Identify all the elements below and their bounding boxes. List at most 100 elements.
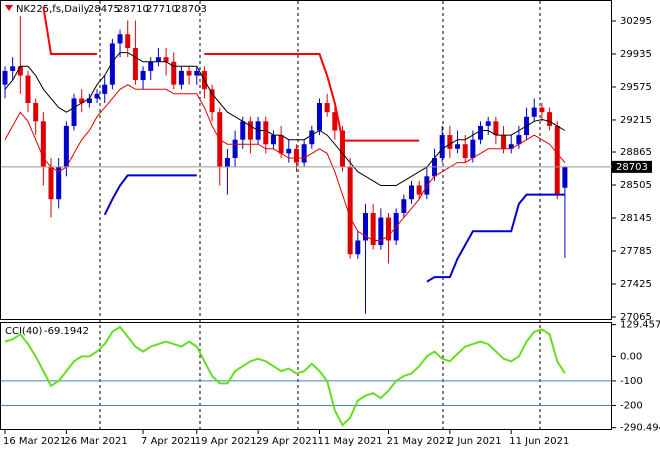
candle-body (462, 144, 468, 158)
x-tick-label: 21 May 2021 (387, 436, 452, 447)
y-tick-label: 27065 (620, 312, 652, 323)
candle-body (163, 57, 169, 62)
indicator-line (4, 52, 566, 186)
sub-frame (0, 322, 612, 430)
indicator-line (4, 84, 566, 241)
indicator-title: CCI(40) (5, 326, 43, 337)
y-tick-label: -290.494 (620, 423, 660, 434)
candle-body (247, 121, 253, 140)
candle-body (10, 66, 16, 71)
x-tick-label: 29 Apr 2021 (256, 436, 318, 447)
candle-body (79, 98, 85, 103)
x-tick-label: 11 Jun 2021 (509, 436, 569, 447)
candle-body (470, 139, 476, 158)
candle-body (362, 212, 368, 241)
last-low: 27710 (146, 4, 178, 15)
candle-body (186, 70, 192, 76)
candle-body (554, 125, 560, 195)
last-close: 28703 (175, 4, 207, 15)
candle-body (224, 157, 230, 168)
candle-body (194, 70, 200, 76)
candle-body (332, 112, 338, 131)
y-tick-label: 129.4571 (620, 320, 660, 331)
candle-body (140, 70, 146, 81)
candle-body (125, 34, 131, 49)
y-tick-label: 28505 (620, 180, 652, 191)
y-tick-label: -200 (620, 400, 643, 411)
x-tick-label: 2 Jun 2021 (448, 436, 502, 447)
candle-body (94, 93, 100, 99)
candle-body (339, 130, 345, 168)
candle-body (17, 66, 23, 76)
symbol-marker (5, 5, 13, 11)
candle-body (309, 130, 315, 145)
y-tick-label: 27425 (620, 279, 652, 290)
indicator-value: -69.1942 (44, 326, 89, 337)
candle-body (171, 61, 177, 85)
candle-body (293, 148, 299, 163)
candle-body (409, 185, 415, 200)
current-price-box (612, 160, 652, 173)
candle-body (286, 148, 292, 154)
candle-body (493, 121, 499, 136)
candle-body (439, 135, 445, 158)
indicator-line (103, 174, 565, 283)
candle-body (71, 98, 77, 126)
candle-body (401, 199, 407, 213)
x-tick-label: 11 May 2021 (317, 436, 382, 447)
candle-body (516, 135, 522, 145)
candle-body (155, 57, 161, 62)
y-tick-label: 30295 (620, 16, 652, 27)
candle-body (33, 102, 39, 122)
candle-body (447, 135, 453, 149)
candle-body (316, 102, 322, 131)
y-tick-label: 29215 (620, 115, 652, 126)
candle-body (539, 107, 545, 113)
candle-body (132, 48, 138, 81)
current-price-label: 28703 (616, 162, 648, 173)
candle-body (263, 121, 269, 145)
x-tick-label: 7 Apr 2021 (141, 436, 196, 447)
candle-body (178, 70, 184, 85)
y-tick-label: 27785 (620, 246, 652, 257)
candle-body (209, 89, 215, 113)
candle-body (278, 135, 284, 154)
y-tick-label: 29575 (620, 82, 652, 93)
candle-body (117, 34, 123, 44)
candle-body (485, 121, 491, 126)
candle-body (102, 84, 108, 94)
candle-body (547, 112, 553, 126)
candle-body (2, 70, 8, 85)
candle-body (501, 135, 507, 149)
candle-body (562, 166, 568, 188)
last-open: 28475 (88, 4, 120, 15)
candle-body (270, 135, 276, 145)
candle-body (455, 144, 461, 149)
y-tick-label: -100 (620, 376, 643, 387)
candle-body (40, 121, 46, 168)
y-tick-label: 28865 (620, 147, 652, 158)
symbol-title: NK225,fs,Daily (16, 4, 90, 15)
candle-body (324, 102, 330, 113)
candle-body (378, 217, 384, 246)
candle-body (56, 167, 62, 200)
candle-body (25, 75, 31, 103)
candle-body (301, 144, 307, 163)
last-high: 28710 (117, 4, 149, 15)
candle-body (148, 61, 154, 71)
y-tick-label: 0.00 (620, 351, 642, 362)
candle-body (531, 107, 537, 117)
x-tick-label: 19 Apr 2021 (195, 436, 257, 447)
candle-body (240, 121, 246, 140)
candle-body (347, 167, 353, 255)
y-tick-label: 28145 (620, 213, 652, 224)
y-tick-label: 29935 (620, 49, 652, 60)
candle-body (48, 167, 54, 200)
candle-body (63, 125, 69, 168)
candle-body (109, 43, 115, 85)
period-separators (99, 1, 541, 429)
x-tick-label: 16 Mar 2021 (3, 436, 66, 447)
candle-body (232, 139, 238, 158)
candle-body (478, 125, 484, 140)
indicator-line (4, 325, 566, 427)
